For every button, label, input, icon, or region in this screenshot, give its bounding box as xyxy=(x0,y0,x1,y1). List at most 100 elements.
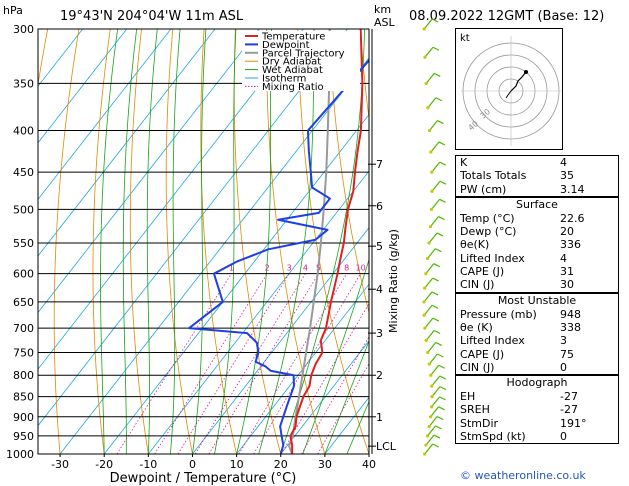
pressure-tick-label: 500 xyxy=(13,203,34,216)
wind-barb-dot xyxy=(426,350,430,355)
wind-barb-flag xyxy=(438,406,445,411)
wind-barb-staff xyxy=(423,291,433,303)
mixing-ratio-line xyxy=(177,273,290,454)
wind-barb-dot xyxy=(429,150,433,154)
stat-value: 4 xyxy=(560,251,567,265)
km-tick-label: 5 xyxy=(376,240,383,253)
hodograph-ring-label: 30 xyxy=(479,107,493,120)
wind-barb-staff xyxy=(428,416,438,427)
wind-barb-dot xyxy=(422,300,426,304)
wind-barb-staff xyxy=(424,317,434,329)
pressure-tick-label: 750 xyxy=(13,346,34,359)
credit-link[interactable]: © weatheronline.co.uk xyxy=(460,469,586,482)
stat-label: CIN (J) xyxy=(460,360,495,374)
stat-row: Lifted Index 3 xyxy=(456,334,618,347)
wind-barb-staff xyxy=(428,232,438,244)
dry-adiabat-line xyxy=(200,29,237,454)
km-tick-label: 4 xyxy=(376,283,383,296)
stat-row: SREH -27 xyxy=(456,403,618,416)
stat-label: CAPE (J) xyxy=(460,347,505,361)
stat-value: 336 xyxy=(560,238,581,252)
mixing-ratio-label: 2 xyxy=(265,264,270,273)
stat-value: 35 xyxy=(560,169,574,183)
stat-row: PW (cm) 3.14 xyxy=(456,183,618,196)
wind-barb-dot xyxy=(425,434,430,438)
wind-barb-dot xyxy=(423,452,427,456)
isotherm-line xyxy=(38,29,172,201)
wind-barb-staff xyxy=(430,364,440,376)
wind-barb-dot xyxy=(430,405,434,409)
wind-barb-staff xyxy=(426,248,436,260)
wind-barb-dot xyxy=(430,189,434,193)
wind-barb-dot xyxy=(423,55,427,59)
stat-label: θe(K) xyxy=(460,238,490,252)
wind-barb-staff xyxy=(424,46,434,58)
stat-value: 22.6 xyxy=(560,211,585,225)
legend-entry: Dewpoint xyxy=(262,40,310,51)
wind-barb-flag xyxy=(439,375,446,380)
hodograph-section: Hodograph EH -27 SREH -27 StmDir 191° StmSpd (… xyxy=(456,374,618,443)
pressure-tick-label: 450 xyxy=(13,166,34,179)
legend-entry: Parcel Trajectory xyxy=(262,48,345,59)
parcel-trajectory-line xyxy=(288,29,331,454)
x-tick-label: 10 xyxy=(230,458,244,471)
dry-adiabat-line xyxy=(360,29,369,122)
wind-barb-dot xyxy=(430,395,434,399)
pressure-tick-label: 700 xyxy=(13,322,34,335)
wet-adiabat-line xyxy=(346,400,369,454)
wind-barb-staff xyxy=(427,342,437,353)
wind-barb-flag xyxy=(433,72,441,77)
x-tick-label: 40 xyxy=(362,458,376,471)
unstable-section: Most Unstable Pressure (mb) 948 θe (K) 338 L… xyxy=(456,291,618,374)
stat-label: θe (K) xyxy=(460,320,493,334)
stat-label: K xyxy=(460,156,468,169)
wet-adiabat-line xyxy=(100,29,119,454)
km-tick-label: 3 xyxy=(376,327,383,340)
mixing-ratio-line xyxy=(280,302,369,454)
wind-barb-dot xyxy=(427,128,432,133)
wind-barb-staff xyxy=(431,198,441,210)
km-tick-label: LCL xyxy=(376,440,397,453)
wind-barb-staff xyxy=(424,277,434,289)
mixing-ratio-label: 3 xyxy=(287,264,292,273)
stat-row: StmDir 191° xyxy=(456,417,618,430)
pressure-tick-label: 850 xyxy=(13,391,34,404)
wind-barb-staff xyxy=(431,375,441,387)
wind-barb-flag xyxy=(435,248,442,253)
wind-barbs xyxy=(422,18,447,456)
pressure-tick-label: 900 xyxy=(13,411,34,424)
wind-barb-flag xyxy=(436,415,444,421)
wind-barb-dot xyxy=(429,373,433,377)
pressure-tick-label: 300 xyxy=(13,23,34,36)
mixing-ratio-label: 4 xyxy=(303,264,308,273)
x-tick-label: -10 xyxy=(139,458,157,471)
stat-row: Dewp (°C) 20 xyxy=(456,225,618,238)
stat-label: Pressure (mb) xyxy=(460,307,537,321)
wind-barb-staff xyxy=(430,141,440,153)
wind-barb-flag xyxy=(439,180,447,185)
wind-barb-dot xyxy=(423,326,427,330)
wet-adiabat-line xyxy=(122,29,138,454)
km-tick-label: 2 xyxy=(376,369,383,382)
stat-label: EH xyxy=(460,390,476,404)
legend-entry: Temperature xyxy=(261,32,325,43)
stat-label: SREH xyxy=(460,403,490,417)
stat-value: 4 xyxy=(560,156,567,169)
wind-barb-dot xyxy=(424,443,428,447)
stat-row: CAPE (J) 75 xyxy=(456,348,618,361)
mixing-ratio-label: 25 xyxy=(416,264,426,273)
wind-barb-flag xyxy=(431,304,439,309)
wind-barb-flag xyxy=(438,364,446,369)
pressure-tick-label: 950 xyxy=(13,430,34,443)
pressure-tick-label: 350 xyxy=(13,77,34,90)
stat-value: 0 xyxy=(560,360,567,374)
mixing-ratio-line xyxy=(301,335,369,454)
mixing-ratio-label: 8 xyxy=(344,264,349,273)
km-tick-label: 6 xyxy=(376,200,383,213)
wind-barb-staff xyxy=(423,304,433,316)
wind-barb-staff xyxy=(423,18,433,30)
stat-value: 338 xyxy=(560,320,581,334)
wind-barb-flag xyxy=(437,353,444,358)
datetime-title: 08.09.2022 12GMT (Base: 12) xyxy=(409,9,604,24)
